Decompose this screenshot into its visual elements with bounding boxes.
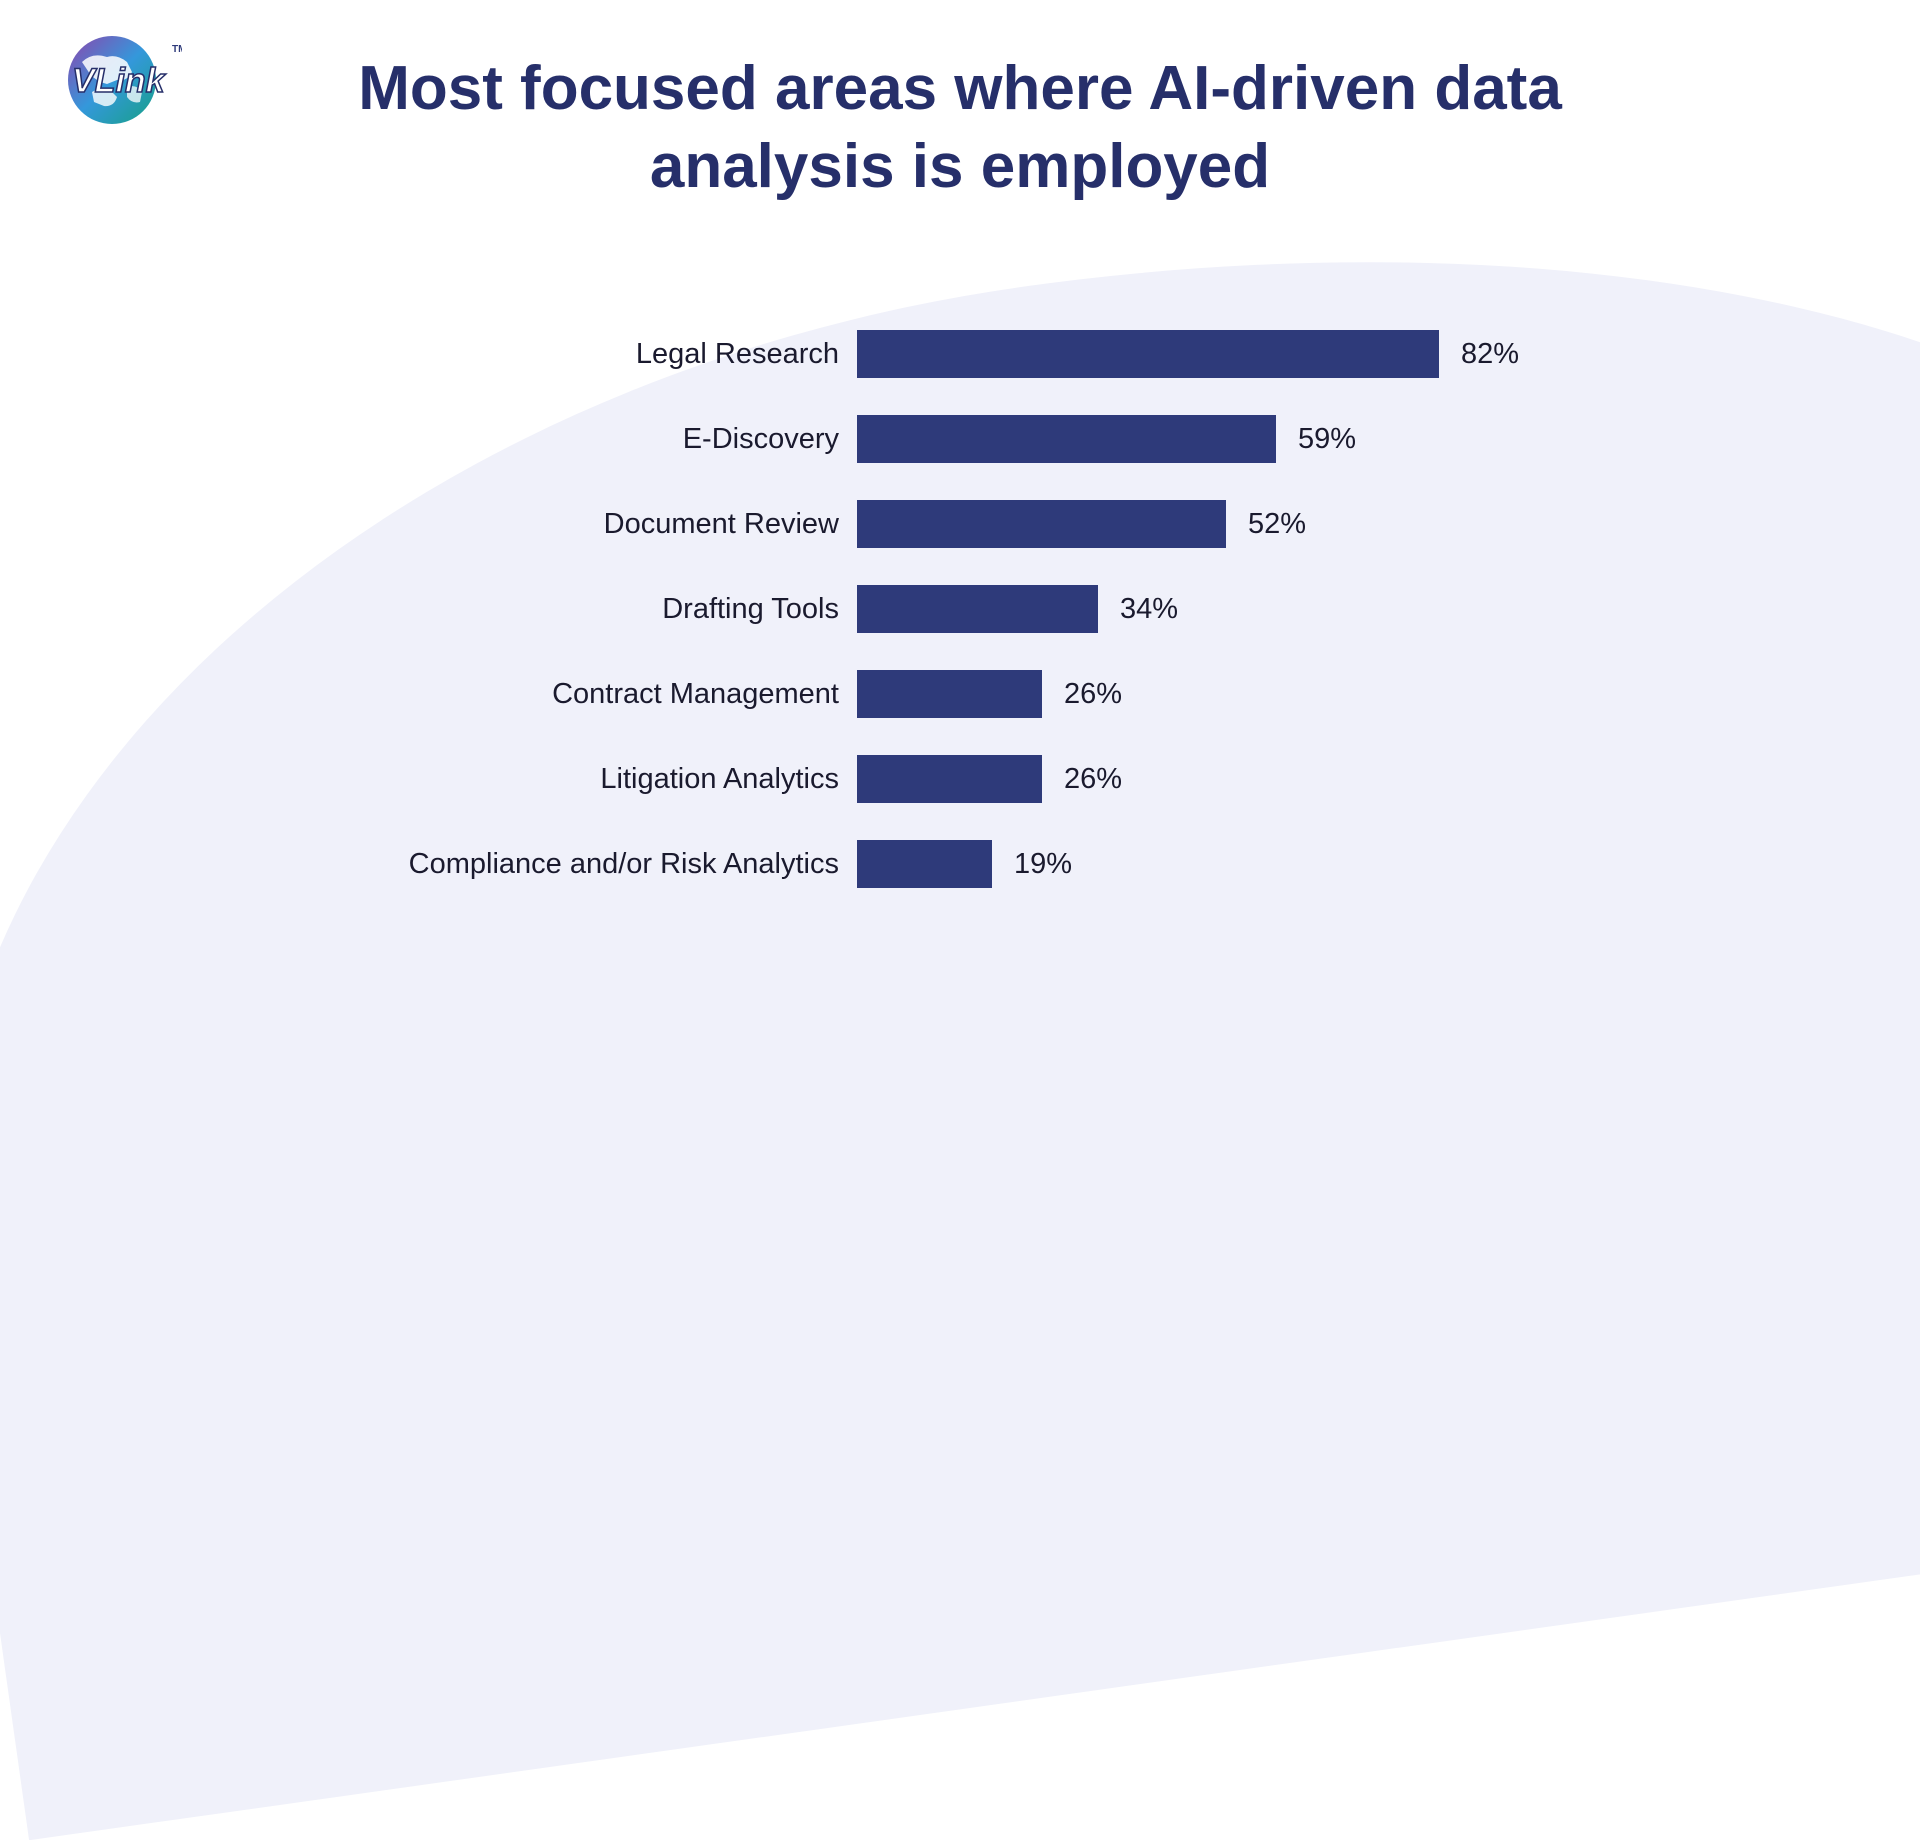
- bar-fill: [857, 755, 1042, 803]
- bar-label: E-Discovery: [380, 423, 857, 456]
- bar-track: 34%: [857, 585, 1580, 633]
- content-container: VLink TM Most focused areas where AI-dri…: [0, 0, 1920, 1080]
- bar-track: 59%: [857, 415, 1580, 463]
- bar-track: 26%: [857, 755, 1580, 803]
- bar-fill: [857, 330, 1439, 378]
- bar-value: 26%: [1064, 678, 1122, 711]
- bar-row: Contract Management 26%: [380, 670, 1580, 718]
- bar-track: 82%: [857, 330, 1580, 378]
- vlink-logo: VLink TM: [42, 32, 182, 132]
- bar-value: 26%: [1064, 763, 1122, 796]
- globe-icon: VLink TM: [42, 32, 182, 132]
- bar-row: Legal Research 82%: [380, 330, 1580, 378]
- bar-row: Litigation Analytics 26%: [380, 755, 1580, 803]
- bar-label: Contract Management: [380, 678, 857, 711]
- bar-row: E-Discovery 59%: [380, 415, 1580, 463]
- bar-track: 52%: [857, 500, 1580, 548]
- bar-label: Document Review: [380, 508, 857, 541]
- bar-value: 34%: [1120, 593, 1178, 626]
- bar-row: Compliance and/or Risk Analytics 19%: [380, 840, 1580, 888]
- chart-title: Most focused areas where AI-driven data …: [310, 50, 1610, 205]
- bar-value: 52%: [1248, 508, 1306, 541]
- bar-label: Compliance and/or Risk Analytics: [380, 848, 857, 881]
- bar-chart: Legal Research 82% E-Discovery 59% Docum…: [380, 330, 1580, 925]
- bar-fill: [857, 585, 1098, 633]
- bar-row: Document Review 52%: [380, 500, 1580, 548]
- bar-value: 59%: [1298, 423, 1356, 456]
- bar-track: 19%: [857, 840, 1580, 888]
- bar-label: Drafting Tools: [380, 593, 857, 626]
- svg-text:TM: TM: [172, 44, 182, 55]
- bar-track: 26%: [857, 670, 1580, 718]
- bar-fill: [857, 500, 1226, 548]
- bar-fill: [857, 415, 1276, 463]
- bar-label: Litigation Analytics: [380, 763, 857, 796]
- bar-row: Drafting Tools 34%: [380, 585, 1580, 633]
- bar-fill: [857, 840, 992, 888]
- bar-label: Legal Research: [380, 338, 857, 371]
- bar-value: 19%: [1014, 848, 1072, 881]
- bar-fill: [857, 670, 1042, 718]
- svg-text:VLink: VLink: [72, 62, 167, 100]
- bar-value: 82%: [1461, 338, 1519, 371]
